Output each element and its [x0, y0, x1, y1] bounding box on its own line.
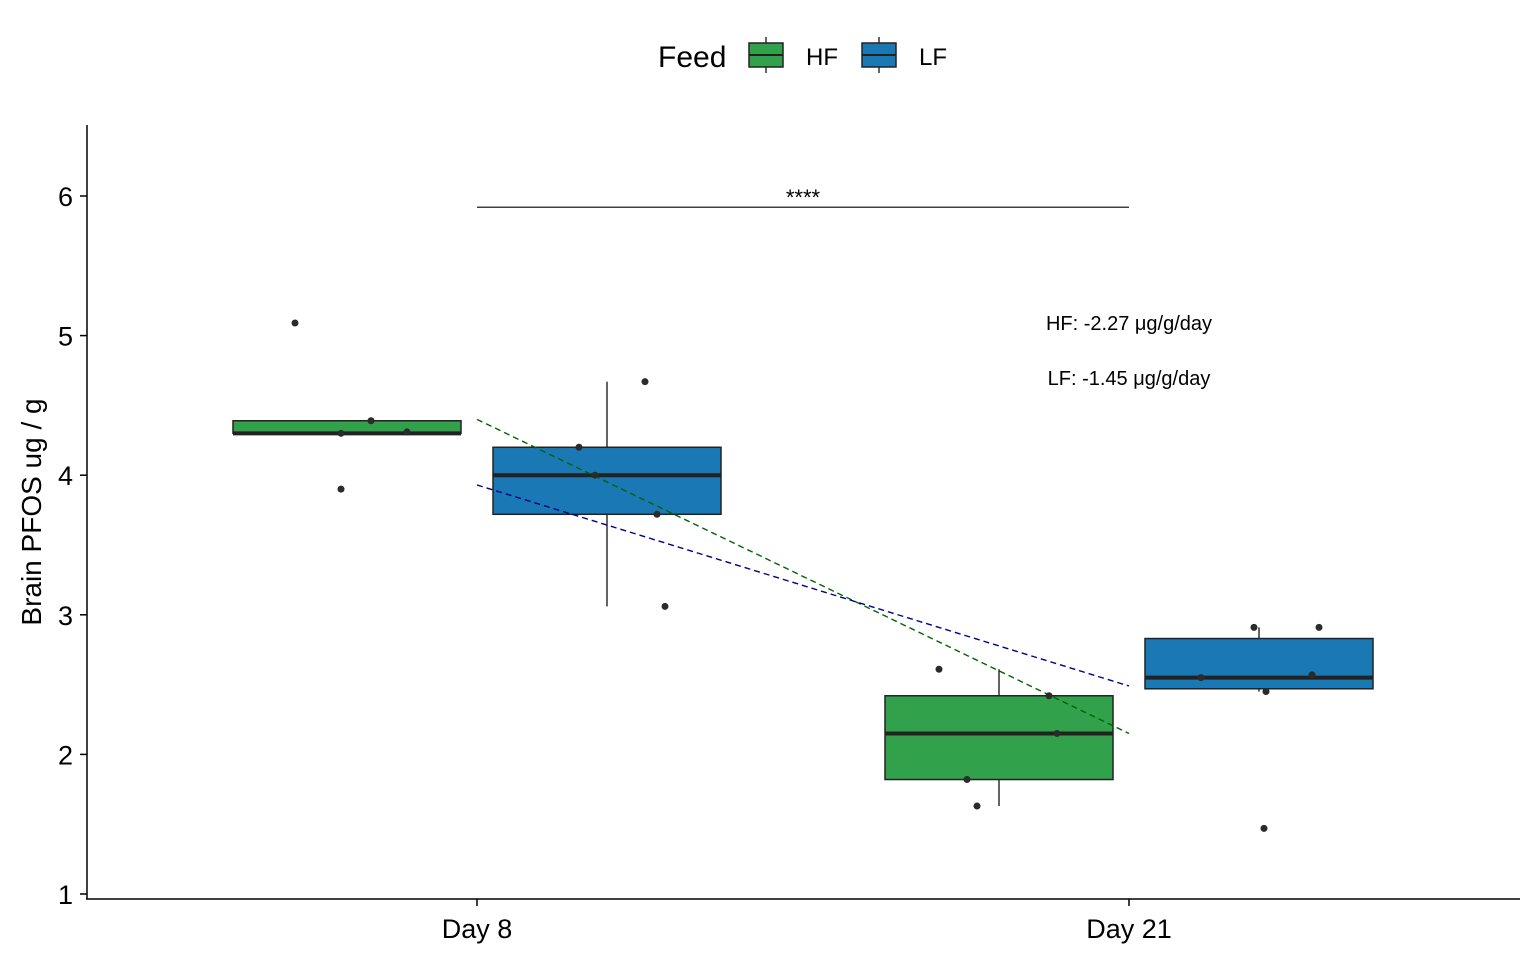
- data-point: [1308, 671, 1316, 679]
- box-lf-day8: [492, 381, 722, 607]
- legend-label-hf: HF: [806, 44, 838, 71]
- y-axis-ticks: 1 2 3 4 5 6: [58, 182, 87, 910]
- data-point: [1250, 623, 1258, 631]
- trend-line-lf: [476, 484, 1130, 687]
- trend-line-hf: [476, 418, 1130, 735]
- boxes: [232, 381, 1374, 807]
- box-lf-day21: [1144, 627, 1374, 692]
- significance-label: ****: [786, 185, 821, 210]
- x-axis-ticks: Day 8 Day 21: [442, 899, 1172, 944]
- data-point: [367, 417, 375, 425]
- legend-label-lf: LF: [919, 44, 947, 71]
- data-point: [1197, 674, 1205, 682]
- data-point: [591, 471, 599, 479]
- data-point: [575, 443, 583, 451]
- data-points: [291, 319, 1323, 832]
- data-point: [1315, 623, 1323, 631]
- legend-title: Feed: [658, 41, 726, 74]
- data-point: [1045, 692, 1053, 700]
- legend-entry-hf: HF: [748, 37, 838, 73]
- y-tick-label: 2: [58, 740, 73, 770]
- data-point: [963, 776, 971, 784]
- trend-lines: [476, 418, 1130, 735]
- box-hf-day21: [884, 669, 1114, 807]
- y-tick-label: 5: [58, 322, 73, 352]
- y-tick-label: 1: [58, 880, 73, 910]
- y-tick-label: 3: [58, 601, 73, 631]
- box-hf-day8: [232, 420, 462, 436]
- slope-annotations: HF: -2.27 μg/g/day LF: -1.45 μg/g/day: [1046, 313, 1212, 390]
- data-point: [337, 485, 345, 493]
- data-point: [653, 510, 661, 518]
- data-point: [641, 378, 649, 386]
- data-point: [935, 665, 943, 673]
- annotation-lf-slope: LF: -1.45 μg/g/day: [1048, 368, 1211, 390]
- box-body: [884, 695, 1114, 781]
- annotation-hf-slope: HF: -2.27 μg/g/day: [1046, 313, 1212, 335]
- significance-bracket: ****: [477, 185, 1129, 210]
- data-point: [661, 602, 669, 610]
- legend-entry-lf: LF: [861, 37, 947, 73]
- data-point: [337, 429, 345, 437]
- box-body: [1144, 637, 1374, 690]
- y-axis-label: Brain PFOS ug / g: [16, 398, 47, 625]
- box-body: [492, 446, 722, 516]
- data-point: [1260, 824, 1268, 832]
- y-tick-label: 4: [58, 461, 73, 491]
- legend: Feed HF LF: [658, 37, 947, 74]
- x-tick-label: Day 21: [1086, 914, 1172, 944]
- data-point: [973, 802, 981, 810]
- data-point: [1262, 688, 1270, 696]
- data-point: [403, 428, 411, 436]
- data-point: [1053, 729, 1061, 737]
- data-point: [291, 319, 299, 327]
- x-tick-label: Day 8: [442, 914, 513, 944]
- y-tick-label: 6: [58, 182, 73, 212]
